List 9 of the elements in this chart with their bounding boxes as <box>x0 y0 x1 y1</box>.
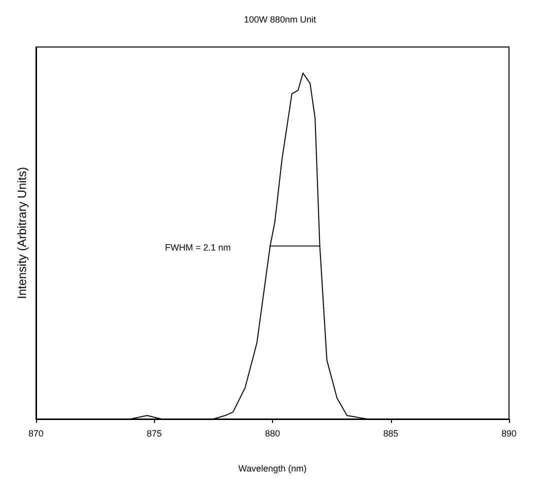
x-tick-label: 880 <box>264 428 280 438</box>
annotation: FWHM = 2.1 nm <box>165 242 231 252</box>
x-axis-title: Wavelength (nm) <box>238 464 307 474</box>
x-tick-label: 890 <box>501 428 517 438</box>
x-tick-label: 875 <box>146 428 162 438</box>
x-tick-label: 870 <box>28 428 44 438</box>
x-tick-label: 885 <box>383 428 398 438</box>
y-axis-title: Intensity (Arbitrary Units) <box>15 166 29 300</box>
chart-title: 100W 880nm Unit <box>244 14 317 24</box>
